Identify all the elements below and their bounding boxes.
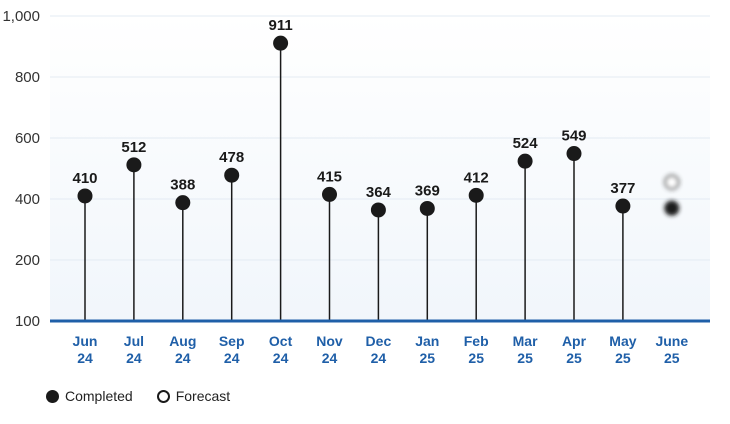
x-tick-year: 25 <box>566 350 582 366</box>
legend-item-completed[interactable]: Completed <box>46 388 133 404</box>
legend-forecast-label: Forecast <box>175 388 231 404</box>
markers <box>77 35 680 218</box>
y-tick-label: 1,000 <box>2 8 40 25</box>
data-labels: 410 512 388 478 911 415 364 369 412 524 549 377 <box>72 17 635 201</box>
completed-marker[interactable] <box>126 157 142 173</box>
x-tick-year: 25 <box>615 350 631 366</box>
data-label: 549 <box>561 128 586 145</box>
x-tick-year: 24 <box>77 350 93 366</box>
x-tick-month: Sep <box>219 333 245 349</box>
completed-marker[interactable] <box>322 186 337 202</box>
plot-background <box>50 14 710 321</box>
legend-forecast-swatch <box>156 389 170 403</box>
y-axis: 100 200 400 600 800 1,000 <box>2 8 40 330</box>
data-label: 364 <box>366 184 392 201</box>
x-tick-month: Feb <box>464 333 489 349</box>
x-tick-month: Dec <box>366 333 392 349</box>
data-label: 512 <box>121 139 146 156</box>
data-label: 410 <box>72 170 97 187</box>
x-tick-year: 24 <box>371 350 387 366</box>
legend-completed-swatch <box>46 389 59 403</box>
x-tick-year: 25 <box>420 350 436 366</box>
x-tick-month: Oct <box>269 333 293 349</box>
y-tick-label: 200 <box>15 252 40 269</box>
completed-marker[interactable] <box>664 200 680 216</box>
legend: Completed Forecast <box>46 388 230 404</box>
x-tick-month: Jan <box>415 333 439 349</box>
completed-marker[interactable] <box>175 195 191 211</box>
x-tick-year: 25 <box>664 350 680 366</box>
x-tick-year: 25 <box>517 350 533 366</box>
completed-marker[interactable] <box>566 146 582 162</box>
data-label: 369 <box>415 182 440 199</box>
gridlines <box>50 15 710 261</box>
completed-marker[interactable] <box>517 153 533 169</box>
completed-marker[interactable] <box>615 198 631 214</box>
x-tick-year: 25 <box>468 350 484 366</box>
x-tick-month: June <box>655 333 688 349</box>
data-label: 377 <box>610 180 635 197</box>
x-tick-month: Aug <box>169 333 196 349</box>
x-tick-month: Jul <box>124 333 144 349</box>
x-tick-year: 24 <box>175 350 191 366</box>
completed-marker[interactable] <box>273 35 289 51</box>
y-tick-label: 600 <box>15 130 40 147</box>
y-tick-label: 400 <box>15 191 40 208</box>
x-tick-month: Apr <box>562 333 587 349</box>
data-label: 524 <box>513 135 539 152</box>
x-tick-year: 24 <box>126 350 142 366</box>
completed-marker[interactable] <box>370 202 386 218</box>
x-tick-month: Jun <box>73 333 98 349</box>
y-tick-label: 100 <box>15 313 40 330</box>
legend-completed-label: Completed <box>65 388 133 404</box>
completed-marker[interactable] <box>77 188 93 204</box>
data-label: 388 <box>170 177 195 194</box>
x-tick-year: 24 <box>322 350 338 366</box>
x-axis: Jun24Jul24Aug24Sep24Oct24Nov24Dec24Jan25… <box>73 333 689 366</box>
legend-item-forecast[interactable]: Forecast <box>156 388 231 404</box>
y-tick-label: 800 <box>15 69 40 86</box>
completed-marker[interactable] <box>468 187 484 203</box>
stems <box>84 43 675 321</box>
x-tick-month: May <box>609 333 636 349</box>
forecast-marker[interactable] <box>664 174 680 190</box>
completed-marker[interactable] <box>224 167 240 183</box>
x-tick-month: Mar <box>513 333 538 349</box>
data-label: 911 <box>268 17 292 34</box>
data-label: 412 <box>464 169 489 186</box>
x-tick-month: Nov <box>316 333 343 349</box>
x-tick-year: 24 <box>273 350 289 366</box>
data-label: 415 <box>317 168 342 185</box>
x-tick-year: 24 <box>224 350 240 366</box>
data-label: 478 <box>219 149 244 166</box>
completed-marker[interactable] <box>419 200 435 216</box>
